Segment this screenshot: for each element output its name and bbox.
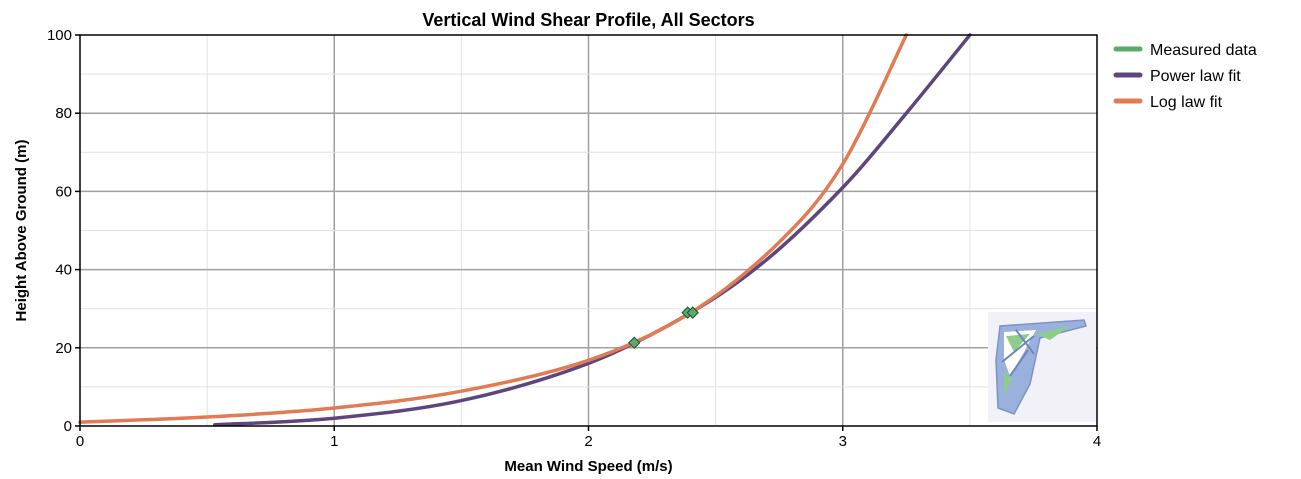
x-tick-label: 4: [1093, 433, 1101, 450]
measured-data-point: [686, 306, 699, 319]
x-tick-label: 2: [584, 433, 592, 450]
y-tick-label: 100: [47, 27, 72, 44]
y-tick-label: 20: [55, 340, 72, 357]
x-axis-label: Mean Wind Speed (m/s): [504, 458, 672, 475]
legend-label-power-law-fit: Power law fit: [1150, 68, 1241, 85]
legend: Measured data Power law fit Log law fit: [1113, 42, 1257, 111]
y-tick-label: 0: [64, 418, 72, 435]
series: [78, 33, 972, 427]
grid: [80, 35, 1097, 426]
plot-frame: [79, 34, 1098, 427]
y-axis-label: Height Above Ground (m): [13, 140, 30, 322]
x-tick-label: 3: [839, 433, 847, 450]
x-tick-label: 0: [76, 433, 84, 450]
y-tick-label: 40: [55, 262, 72, 279]
windographer-logo-icon: [988, 312, 1096, 422]
y-tick-label: 80: [55, 105, 72, 122]
legend-label-log-law-fit: Log law fit: [1150, 94, 1223, 111]
series-line-log-law-fit: [78, 33, 909, 424]
legend-label-measured-data: Measured data: [1150, 42, 1257, 59]
series-line-power-law-fit: [213, 33, 972, 427]
measured-data-point: [628, 336, 641, 349]
y-tick-label: 60: [55, 183, 72, 200]
x-tick-label: 1: [330, 433, 338, 450]
chart-title: Vertical Wind Shear Profile, All Sectors: [422, 10, 754, 30]
